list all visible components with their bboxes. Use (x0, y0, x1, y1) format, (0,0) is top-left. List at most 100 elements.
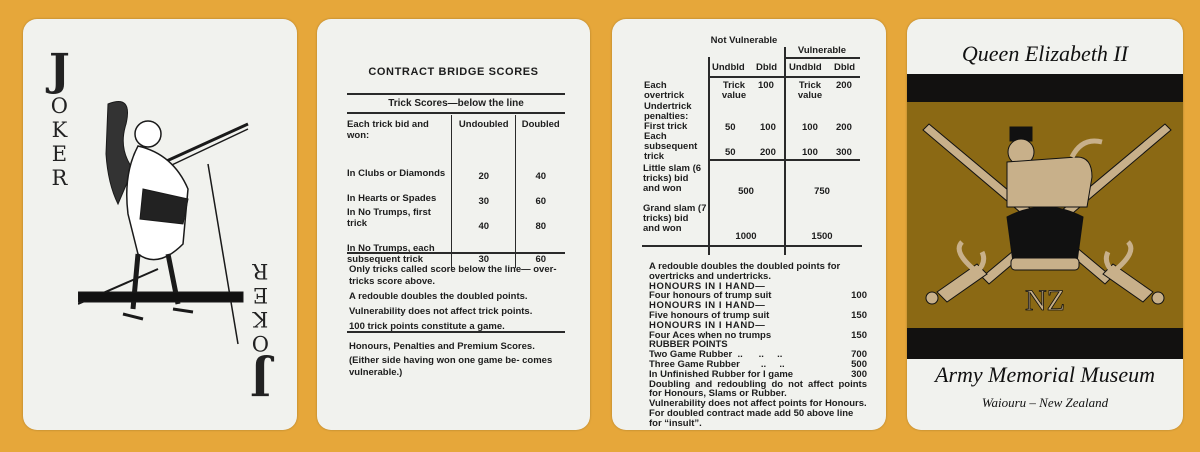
item-label: Two Game Rubber .. .. .. (649, 349, 783, 361)
cell: 100 (760, 122, 776, 133)
table-row: In Hearts or Spades 30 60 (347, 182, 565, 207)
cell: 100 (802, 147, 818, 158)
honours-section: Honours, Penalties and Premium Scores. (… (349, 341, 569, 381)
cell-doubled: 80 (515, 207, 565, 232)
joker-index-bottom: J O K E R (250, 259, 271, 404)
item-label: In Unfinished Rubber for I game (649, 368, 794, 380)
joker-letter: K (252, 307, 269, 331)
museum-card: Queen Elizabeth II NZ Army Memorial Muse… (907, 19, 1183, 430)
closing-note: For doubled contract made add 50 above l… (649, 407, 854, 429)
joker-card: J O K E R J O K E R (23, 19, 297, 430)
row-label: In Hearts or Spades (347, 193, 437, 204)
joker-letter: K (51, 118, 68, 142)
closing-note: Vulnerability does not affect points for… (649, 398, 867, 410)
divider (347, 331, 565, 333)
table-row: In No Trumps, each subsequent trick 30 6… (347, 232, 565, 268)
list-item: Three Game Rubber .. .. 500 (649, 360, 867, 370)
header-undbld: Undbld (789, 62, 822, 73)
header-label: Each trick bid and won: (347, 119, 429, 141)
cell-undoubled: 30 (450, 182, 516, 207)
cell: 750 (814, 186, 830, 197)
joker-letter: E (51, 142, 68, 166)
header-vulnerable: Vulnerable (797, 45, 847, 56)
divider (347, 252, 565, 254)
cell: 200 (760, 147, 776, 158)
cell-undoubled: 20 (450, 157, 516, 182)
cell: 500 (738, 186, 754, 197)
honours-heading: HONOURS IN I HAND— (649, 300, 766, 312)
cell-undoubled: 30 (450, 232, 516, 268)
table-row: In No Trumps, first trick 40 80 (347, 207, 565, 232)
note: Vulnerability does not affect trick poin… (349, 306, 533, 317)
cell: 200 (836, 122, 852, 133)
joker-letter: J (49, 45, 70, 96)
row-label-first-trick: First trick (644, 121, 688, 132)
joker-letter: R (252, 259, 269, 283)
item-points: 700 (851, 349, 867, 361)
trick-notes: Only tricks called score below the line—… (349, 264, 569, 336)
item-points: 150 (851, 309, 867, 321)
honours-and-rubber-section: A redouble doubles the doubled points fo… (649, 262, 867, 429)
nz-army-emblem: NZ (922, 123, 1172, 317)
header-undbld: Undbld (712, 62, 745, 73)
rubber-heading: RUBBER POINTS (649, 339, 728, 351)
divider (347, 112, 565, 114)
cell: 1500 (811, 231, 833, 242)
item-points: 150 (851, 329, 867, 341)
section-subtitle: Trick Scores—below the line (388, 98, 524, 109)
header-not-vulnerable: Not Vulnerable (710, 35, 778, 46)
cell-trick-value: Trick value (797, 80, 823, 101)
card-top-title: Queen Elizabeth II (961, 41, 1129, 66)
row-label-each-subsequent: Each subsequent trick (644, 131, 698, 162)
table-header-row: Each trick bid and won: Undoubled Double… (347, 115, 565, 157)
joker-letter: J (250, 353, 271, 404)
list-item: Five honours of trump suit 150 (649, 311, 867, 321)
note: 100 trick points constitute a game. (349, 321, 505, 332)
row-label: In Clubs or Diamonds (347, 168, 446, 179)
card-title: CONTRACT BRIDGE SCORES (368, 66, 539, 78)
closing-note: Doubling and redoubling do not affect po… (649, 378, 867, 400)
joker-letter: O (251, 331, 270, 355)
museum-name: Army Memorial Museum (935, 362, 1155, 387)
redouble-note: A redouble doubles the doubled points fo… (649, 261, 841, 282)
header-doubled: Doubled (515, 115, 565, 157)
row-label-undertrick: Undertrick penalties: (644, 101, 692, 122)
honours-title: Honours, Penalties and Premium Scores. (349, 341, 535, 352)
cell: 50 (725, 122, 736, 133)
item-points: 300 (851, 368, 867, 380)
header-undoubled: Undoubled (450, 115, 516, 157)
honours-heading: HONOURS IN I HAND— (649, 319, 766, 331)
header-dbld: Dbld (834, 62, 856, 73)
header-dbld: Dbld (756, 62, 778, 73)
cell-doubled: 40 (515, 157, 565, 182)
list-item: Four Aces when no trumps 150 (649, 329, 867, 341)
joker-letter: O (50, 94, 69, 118)
list-item: Two Game Rubber .. .. .. 700 (649, 350, 867, 360)
cell-undoubled: 40 (450, 207, 516, 232)
column-rule (708, 57, 710, 255)
bridge-scores-card-front: CONTRACT BRIDGE SCORES Trick Scores—belo… (317, 19, 590, 430)
divider (708, 159, 860, 161)
joker-letter: E (252, 283, 269, 307)
divider (347, 93, 565, 95)
emblem-text: NZ (1025, 284, 1065, 317)
list-item: In Unfinished Rubber for I game 300 (649, 368, 867, 380)
bridge-scores-card-back: Not Vulnerable Vulnerable Undbld Dbld Un… (612, 19, 886, 430)
column-rule (784, 47, 786, 255)
cell-doubled: 60 (515, 232, 565, 268)
list-item: Four honours of trump suit 100 (649, 291, 867, 301)
black-band (907, 328, 1183, 359)
row-label-grand-slam: Grand slam (7 tricks) bid and won (643, 203, 707, 234)
black-band (907, 74, 1183, 104)
item-label: Four Aces when no trumps (649, 329, 772, 341)
row-label: In No Trumps, each subsequent trick (347, 243, 435, 265)
trick-scores-table: Each trick bid and won: Undoubled Double… (347, 115, 565, 268)
cell: 100 (802, 122, 818, 133)
cell-trick-value: Trick value (721, 80, 747, 101)
cell: 50 (725, 147, 736, 158)
note: A redouble doubles the doubled points. (349, 291, 528, 302)
item-label: Five honours of trump suit (649, 309, 770, 321)
row-label: In No Trumps, first trick (347, 207, 431, 229)
item-label: Four honours of trump suit (649, 290, 772, 302)
cell: 300 (836, 147, 852, 158)
